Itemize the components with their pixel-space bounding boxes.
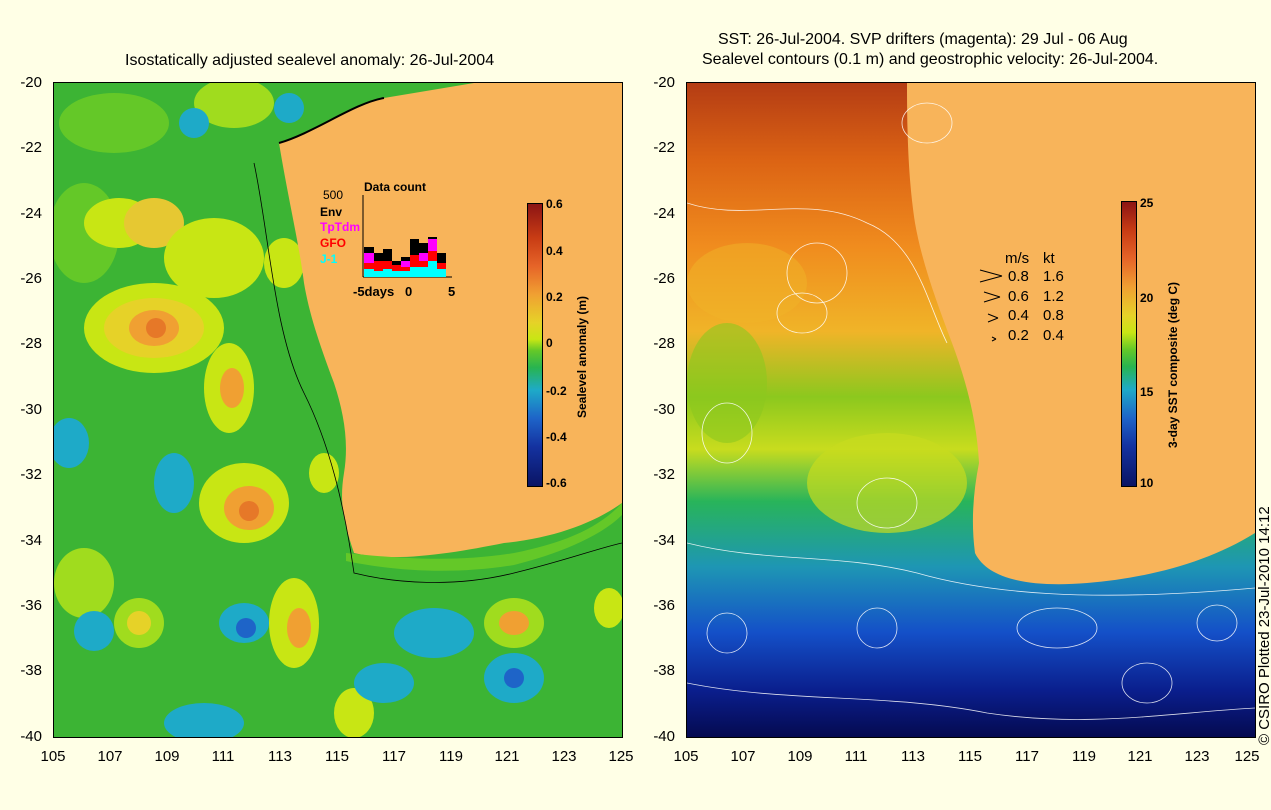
legend-kt: 1.6	[1043, 268, 1064, 285]
x-tick: 119	[1072, 748, 1096, 765]
x-tick: 115	[325, 748, 349, 765]
colorbar-label: 10	[1140, 476, 1154, 490]
colorbar-label: -0.4	[546, 430, 567, 444]
data-count-x-label: -5days	[353, 284, 395, 299]
sealevel-contours	[687, 102, 1255, 720]
data-count-max: 500	[323, 188, 344, 202]
colorbar-title: Sealevel anomaly (m)	[575, 295, 589, 418]
y-tick: -36	[653, 597, 675, 614]
y-tick: -40	[20, 728, 42, 745]
colorbar-label: 20	[1140, 291, 1154, 305]
colorbar-label: 15	[1140, 385, 1154, 399]
left-map-title: Isostatically adjusted sealevel anomaly:…	[125, 52, 495, 69]
x-tick: 105	[40, 748, 66, 765]
data-count-bars	[362, 195, 452, 278]
velocity-arrow-icons	[979, 269, 1003, 342]
x-tick: 125	[608, 748, 634, 765]
y-tick: -20	[20, 74, 42, 91]
x-tick: 119	[439, 748, 463, 765]
colorbar-label: 0.2	[546, 290, 563, 304]
y-tick: -20	[653, 74, 675, 91]
legend-header-kt: kt	[1043, 250, 1055, 267]
x-tick: 107	[730, 748, 756, 765]
right-map-title-line2: Sealevel contours (0.1 m) and geostrophi…	[702, 51, 1159, 68]
y-tick: -26	[20, 270, 42, 287]
right-map-title-line1: SST: 26-Jul-2004. SVP drifters (magenta)…	[718, 31, 1128, 48]
colorbar-label: -0.6	[546, 476, 567, 490]
y-tick: -32	[653, 466, 675, 483]
legend-ms: 0.4	[1008, 307, 1029, 324]
y-tick: -24	[653, 205, 675, 222]
legend-ms: 0.6	[1008, 288, 1029, 305]
sealevel-colorbar	[527, 203, 543, 487]
australia-landmass	[907, 83, 1255, 585]
y-tick: -34	[20, 532, 42, 549]
x-tick: 109	[787, 748, 813, 765]
y-tick: -40	[653, 728, 675, 745]
legend-env: Env	[320, 205, 343, 219]
data-count-x-label: 0	[405, 284, 413, 299]
x-tick: 107	[97, 748, 123, 765]
legend-kt: 0.8	[1043, 307, 1064, 324]
y-tick: -22	[653, 139, 675, 156]
y-tick: -32	[20, 466, 42, 483]
x-tick: 117	[382, 748, 406, 765]
colorbar-label: 0.4	[546, 244, 563, 258]
y-tick: -38	[653, 662, 675, 679]
y-tick: -22	[20, 139, 42, 156]
y-tick: -30	[20, 401, 42, 418]
sst-colorbar	[1121, 201, 1137, 487]
copyright-notice: © CSIRO Plotted 23-Jul-2010 14:12	[1256, 506, 1271, 745]
y-tick: -28	[653, 335, 675, 352]
anomaly-blobs	[54, 83, 622, 737]
x-tick: 121	[1127, 748, 1153, 765]
colorbar-label: 0.6	[546, 197, 563, 211]
legend-gfo: GFO	[320, 236, 346, 250]
y-tick: -26	[653, 270, 675, 287]
sealevel-anomaly-map	[53, 82, 623, 738]
y-tick: -28	[20, 335, 42, 352]
y-tick: -34	[653, 532, 675, 549]
sst-map	[686, 82, 1256, 738]
x-tick: 121	[494, 748, 520, 765]
x-tick: 113	[268, 748, 292, 765]
colorbar-label: 0	[546, 336, 553, 350]
x-tick: 123	[1184, 748, 1210, 765]
x-tick: 109	[154, 748, 180, 765]
x-tick: 117	[1015, 748, 1039, 765]
y-tick: -36	[20, 597, 42, 614]
legend-header-ms: m/s	[1005, 250, 1030, 267]
x-tick: 111	[844, 748, 868, 765]
data-count-x-label: 5	[448, 284, 456, 299]
data-count-title: Data count	[364, 180, 427, 194]
legend-kt: 1.2	[1043, 288, 1064, 305]
legend-j1: J-1	[320, 252, 338, 266]
x-tick: 125	[1234, 748, 1260, 765]
legend-kt: 0.4	[1043, 327, 1064, 344]
x-tick: 105	[673, 748, 699, 765]
y-tick: -24	[20, 205, 42, 222]
legend-tptdm: TpTdm	[320, 220, 360, 234]
y-tick: -30	[653, 401, 675, 418]
x-tick: 123	[551, 748, 577, 765]
colorbar-title: 3-day SST composite (deg C)	[1166, 281, 1180, 448]
colorbar-label: 25	[1140, 196, 1154, 210]
x-tick: 115	[958, 748, 982, 765]
x-tick: 113	[901, 748, 925, 765]
y-tick: -38	[20, 662, 42, 679]
legend-ms: 0.8	[1008, 268, 1029, 285]
colorbar-label: -0.2	[546, 384, 567, 398]
x-tick: 111	[211, 748, 235, 765]
legend-ms: 0.2	[1008, 327, 1029, 344]
